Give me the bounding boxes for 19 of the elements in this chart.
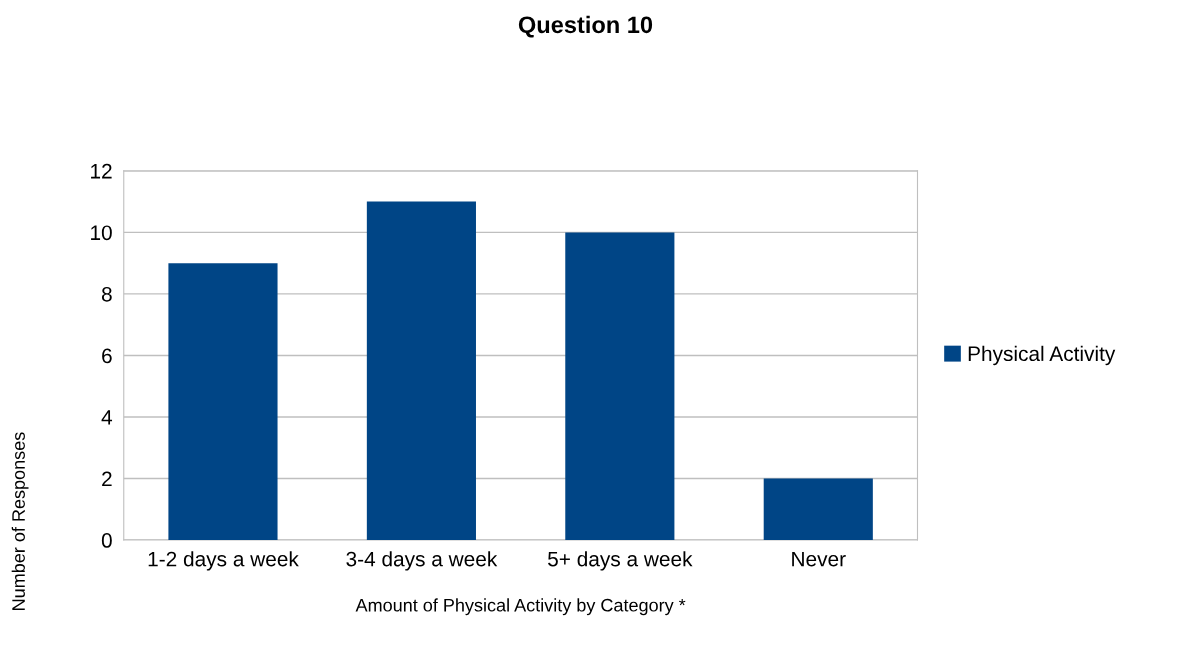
x-tick-label: Never	[792, 551, 846, 567]
y-tick-label: 10	[91, 225, 112, 241]
x-tick-label: 3-4 days a week	[346, 551, 498, 571]
y-tick-label: 4	[101, 410, 113, 425]
x-tick-label: 1-2 days a week	[148, 551, 299, 571]
y-tick-label: 12	[91, 163, 112, 179]
y-tick-label: 2	[102, 471, 112, 487]
y-tick-label: 6	[102, 348, 112, 364]
y-axis-title: Number of Responses	[11, 432, 29, 610]
y-tick-label: 0	[101, 533, 112, 548]
bar	[565, 232, 675, 541]
x-axis-title: Amount of Physical Activity by Category *	[355, 598, 686, 616]
bar	[366, 201, 476, 541]
legend-label: Physical Activity	[968, 345, 1116, 366]
x-tick-label: 5+ days a week	[548, 551, 693, 571]
bar	[168, 263, 278, 541]
chart-title: Question 10	[518, 15, 653, 38]
bar	[763, 478, 873, 541]
y-tick-label: 8	[101, 286, 112, 302]
